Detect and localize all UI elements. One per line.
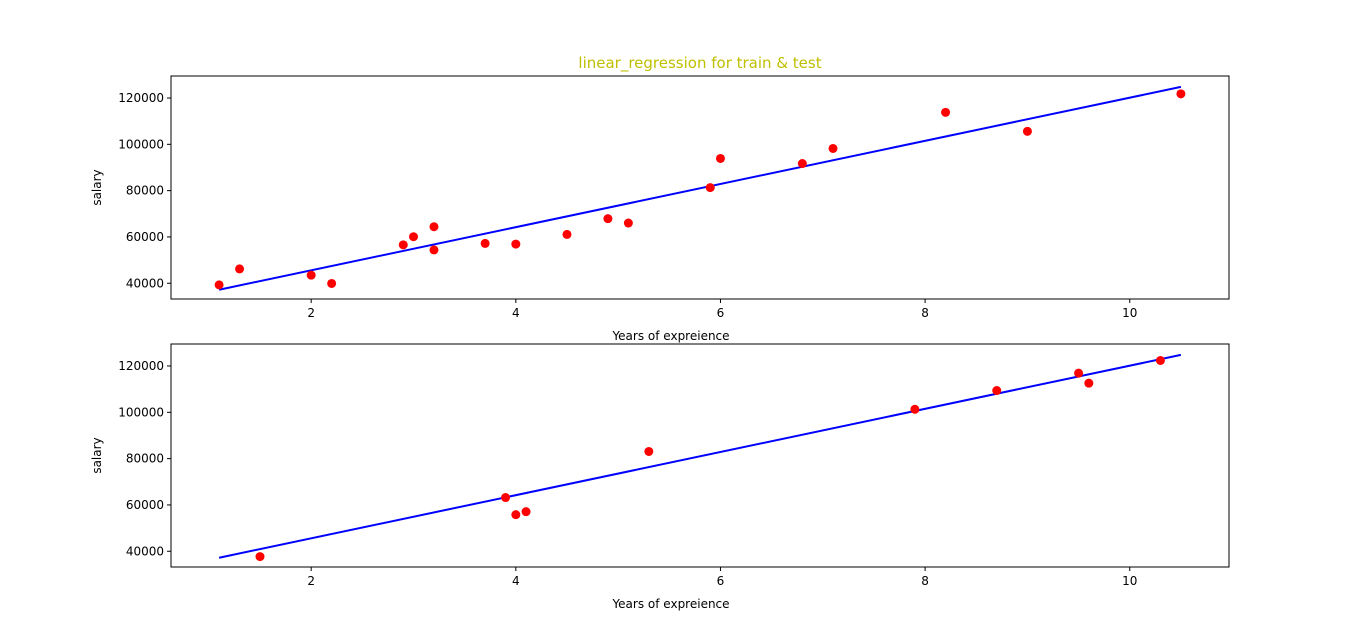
axes-frame xyxy=(170,343,1230,568)
data-point xyxy=(327,278,337,288)
y-tick-label: 80000 xyxy=(126,452,164,466)
regression-line xyxy=(218,353,1182,559)
x-axis-label: Years of expreience xyxy=(611,597,729,611)
data-point xyxy=(521,507,531,517)
data-point xyxy=(992,386,1002,396)
y-axis-label: salary xyxy=(90,169,104,205)
x-tick-label: 10 xyxy=(1122,574,1137,588)
data-point xyxy=(715,153,725,163)
data-point xyxy=(409,232,419,242)
y-axis-label: salary xyxy=(90,437,104,473)
data-point xyxy=(941,107,951,117)
data-point xyxy=(828,143,838,153)
x-tick-label: 6 xyxy=(717,574,725,588)
train-panel: 2 4 6 8 10 40000 60000 80000 100000 120000 Years o… xyxy=(90,75,1230,343)
data-point xyxy=(398,240,408,250)
data-point xyxy=(480,238,490,248)
regression-line xyxy=(218,85,1182,291)
y-tick-label: 80000 xyxy=(126,184,164,198)
chart-title: linear_regression for train & test xyxy=(578,54,821,73)
data-point xyxy=(603,214,613,224)
data-point xyxy=(1074,368,1084,378)
y-tick-label: 100000 xyxy=(118,137,164,151)
data-point xyxy=(511,239,521,249)
x-tick-label: 8 xyxy=(921,306,929,320)
data-point xyxy=(1155,355,1165,365)
data-point xyxy=(429,245,439,255)
data-point xyxy=(562,229,572,239)
x-tick-label: 4 xyxy=(512,574,520,588)
x-tick-label: 6 xyxy=(717,306,725,320)
data-point xyxy=(429,222,439,232)
axes-frame xyxy=(170,75,1230,300)
data-point xyxy=(511,510,521,520)
y-tick-label: 40000 xyxy=(126,544,164,558)
data-point xyxy=(501,493,511,503)
x-tick-label: 4 xyxy=(512,306,520,320)
data-point xyxy=(214,280,224,290)
x-tick-label: 8 xyxy=(921,574,929,588)
y-tick-label: 40000 xyxy=(126,276,164,290)
x-tick-label: 10 xyxy=(1122,306,1137,320)
data-point xyxy=(705,183,715,193)
data-point xyxy=(1176,89,1186,99)
data-point xyxy=(1084,378,1094,388)
x-tick-label: 2 xyxy=(307,574,315,588)
data-point xyxy=(306,270,316,280)
y-tick-label: 100000 xyxy=(118,405,164,419)
data-point xyxy=(1022,126,1032,136)
x-tick-label: 2 xyxy=(307,306,315,320)
y-tick-label: 120000 xyxy=(118,359,164,373)
data-point xyxy=(623,218,633,228)
data-point xyxy=(797,159,807,169)
data-point xyxy=(255,552,265,562)
test-panel: 2 4 6 8 10 40000 60000 80000 100000 120000 Years o… xyxy=(90,343,1230,611)
x-axis-label: Years of expreience xyxy=(611,329,729,343)
data-point xyxy=(644,446,654,456)
data-point xyxy=(235,264,245,274)
y-tick-label: 120000 xyxy=(118,91,164,105)
y-tick-label: 60000 xyxy=(126,230,164,244)
data-point xyxy=(910,404,920,414)
y-tick-label: 60000 xyxy=(126,498,164,512)
